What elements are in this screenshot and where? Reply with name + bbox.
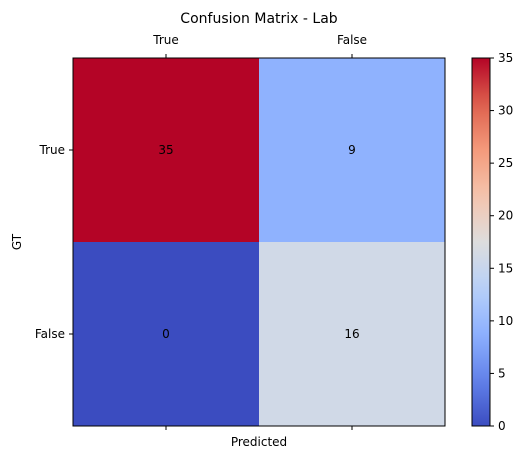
- colorbar: [472, 58, 490, 426]
- colorbar-ticks: 0 5 10 15 20 25 30 35: [490, 51, 513, 433]
- colorbar-tick-label: 0: [498, 419, 506, 433]
- chart-title: Confusion Matrix - Lab: [180, 11, 337, 27]
- colorbar-tick-label: 35: [498, 51, 513, 65]
- colorbar-tick-label: 15: [498, 261, 513, 275]
- y-tick-label: True: [39, 143, 66, 157]
- x-tick-label: True: [152, 33, 179, 47]
- colorbar-tick-label: 5: [498, 366, 506, 380]
- colorbar-tick-label: 10: [498, 314, 513, 328]
- y-tick-label: False: [35, 327, 65, 341]
- cell-value-label: 9: [348, 143, 356, 157]
- cell-value-label: 35: [158, 143, 173, 157]
- x-tick-label: False: [337, 33, 367, 47]
- colorbar-tick-label: 30: [498, 104, 513, 118]
- y-axis-label: GT: [10, 233, 24, 250]
- cell-value-label: 16: [344, 327, 359, 341]
- heatmap-cells: [73, 58, 445, 426]
- y-axis-ticks: True False: [35, 143, 73, 341]
- x-axis-label: Predicted: [231, 435, 287, 449]
- colorbar-tick-label: 25: [498, 156, 513, 170]
- cell-value-label: 0: [162, 327, 170, 341]
- colorbar-tick-label: 20: [498, 209, 513, 223]
